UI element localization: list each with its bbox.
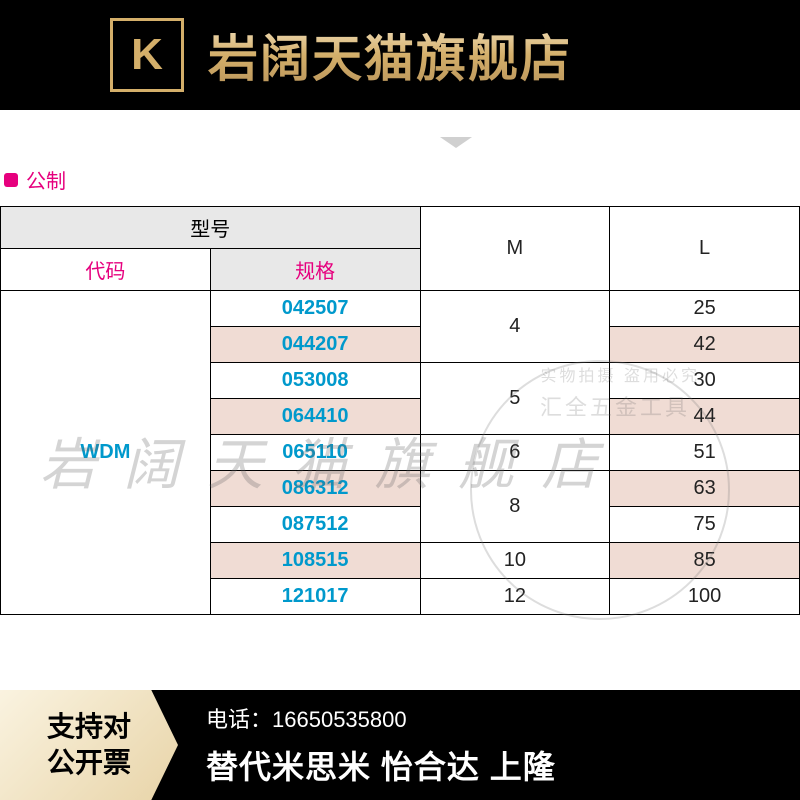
- spec-cell: 044207: [210, 327, 420, 363]
- th-model: 型号: [1, 207, 421, 249]
- m-cell: 8: [420, 471, 610, 543]
- table-header-row-1: 型号 M L: [1, 207, 800, 249]
- th-l: L: [610, 207, 800, 291]
- badge-line-1: 支持对: [47, 709, 131, 745]
- l-cell: 51: [610, 435, 800, 471]
- th-m: M: [420, 207, 610, 291]
- m-cell: 6: [420, 435, 610, 471]
- table-body: WDM0425074250442074205300853006441044065…: [1, 291, 800, 615]
- th-spec: 规格: [210, 249, 420, 291]
- m-cell: 4: [420, 291, 610, 363]
- l-cell: 44: [610, 399, 800, 435]
- footer-info: 电话：16650535800 替代米思米 怡合达 上隆: [178, 702, 800, 788]
- phone-number: 16650535800: [272, 707, 407, 732]
- brand-alternatives: 替代米思米 怡合达 上隆: [206, 742, 800, 788]
- store-logo: K: [110, 18, 184, 92]
- store-title: 岩阔天猫旗舰店: [208, 19, 572, 91]
- store-header: K 岩阔天猫旗舰店: [0, 0, 800, 110]
- section-label: 公制: [0, 165, 800, 194]
- spec-cell: 108515: [210, 543, 420, 579]
- phone-label: 电话：: [206, 707, 272, 732]
- spec-table: 型号 M L 代码 规格 WDM042507425044207420530085…: [0, 206, 800, 615]
- code-cell: WDM: [1, 291, 211, 615]
- m-cell: 10: [420, 543, 610, 579]
- l-cell: 25: [610, 291, 800, 327]
- th-code: 代码: [1, 249, 211, 291]
- l-cell: 63: [610, 471, 800, 507]
- table-row: WDM042507425: [1, 291, 800, 327]
- phone-line: 电话：16650535800: [206, 702, 800, 734]
- l-cell: 30: [610, 363, 800, 399]
- section-text: 公制: [26, 165, 66, 194]
- dropdown-icon: [440, 137, 472, 148]
- invoice-badge: 支持对 公开票: [0, 690, 178, 800]
- m-cell: 5: [420, 363, 610, 435]
- section-marker-icon: [4, 173, 18, 187]
- content-area: 公制 型号 M L 代码 规格 WDM042507425044207420530…: [0, 110, 800, 690]
- l-cell: 100: [610, 579, 800, 615]
- spec-cell: 064410: [210, 399, 420, 435]
- badge-line-2: 公开票: [47, 745, 131, 781]
- logo-letter: K: [131, 30, 163, 80]
- spec-cell: 042507: [210, 291, 420, 327]
- spec-cell: 087512: [210, 507, 420, 543]
- store-footer: 支持对 公开票 电话：16650535800 替代米思米 怡合达 上隆: [0, 690, 800, 800]
- l-cell: 75: [610, 507, 800, 543]
- spec-cell: 121017: [210, 579, 420, 615]
- spec-cell: 053008: [210, 363, 420, 399]
- spec-cell: 065110: [210, 435, 420, 471]
- l-cell: 85: [610, 543, 800, 579]
- l-cell: 42: [610, 327, 800, 363]
- spec-cell: 086312: [210, 471, 420, 507]
- m-cell: 12: [420, 579, 610, 615]
